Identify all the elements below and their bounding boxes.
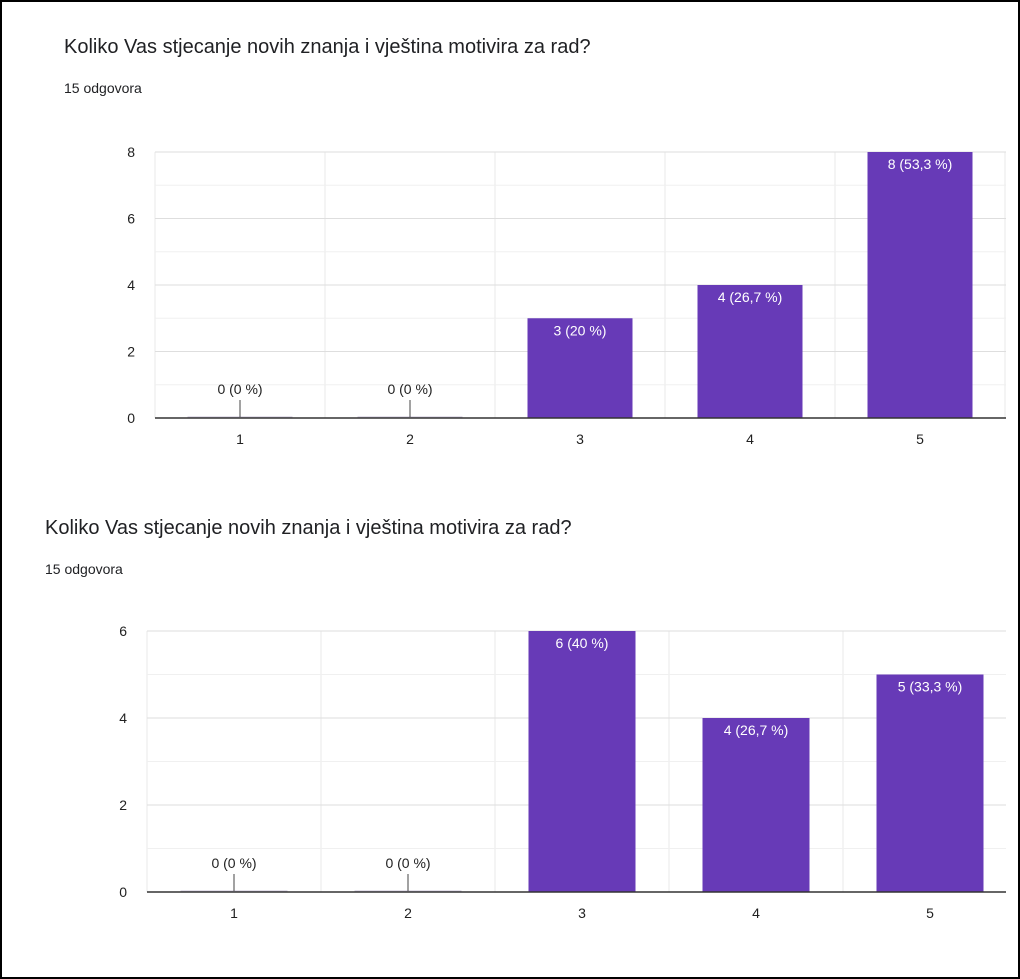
bar-4 xyxy=(702,718,810,892)
bar-5 xyxy=(876,674,984,892)
x-category-label: 2 xyxy=(404,905,412,921)
bar-3 xyxy=(527,318,633,418)
chart-panel-1: Koliko Vas stjecanje novih znanja i vješ… xyxy=(2,2,1018,472)
y-tick-label: 4 xyxy=(127,277,135,293)
data-label: 0 (0 %) xyxy=(387,381,432,397)
data-label: 5 (33,3 %) xyxy=(898,679,963,695)
y-tick-label: 0 xyxy=(119,884,127,900)
x-category-label: 2 xyxy=(406,431,414,447)
bar-3 xyxy=(528,631,636,892)
response-count: 15 odgovora xyxy=(45,561,123,577)
x-category-label: 3 xyxy=(578,905,586,921)
chart-title: Koliko Vas stjecanje novih znanja i vješ… xyxy=(64,36,591,58)
x-category-label: 4 xyxy=(746,431,754,447)
data-label: 6 (40 %) xyxy=(556,635,609,651)
bar-4 xyxy=(697,285,803,418)
y-tick-label: 4 xyxy=(119,710,127,726)
data-label: 0 (0 %) xyxy=(217,381,262,397)
y-tick-label: 6 xyxy=(127,211,135,227)
x-category-label: 4 xyxy=(752,905,760,921)
response-count: 15 odgovora xyxy=(64,80,142,96)
data-label: 0 (0 %) xyxy=(211,855,256,871)
x-category-label: 1 xyxy=(236,431,244,447)
x-category-label: 3 xyxy=(576,431,584,447)
data-label: 0 (0 %) xyxy=(385,855,430,871)
data-label: 4 (26,7 %) xyxy=(724,722,789,738)
y-tick-label: 2 xyxy=(119,797,127,813)
data-label: 4 (26,7 %) xyxy=(718,289,783,305)
y-tick-label: 2 xyxy=(127,344,135,360)
bar-chart-1: 0 2 4 6 8 0 (0 %) 1 0 (0 %) 2 3 (20 %) 3 4 (26,7 %)… xyxy=(127,144,1006,447)
y-tick-label: 0 xyxy=(127,410,135,426)
x-category-label: 5 xyxy=(916,431,924,447)
x-category-label: 5 xyxy=(926,905,934,921)
x-category-label: 1 xyxy=(230,905,238,921)
bar-5 xyxy=(867,152,973,418)
chart-title: Koliko Vas stjecanje novih znanja i vješ… xyxy=(45,517,572,539)
data-label: 3 (20 %) xyxy=(554,322,607,338)
y-tick-label: 6 xyxy=(119,623,127,639)
data-label: 8 (53,3 %) xyxy=(888,156,953,172)
y-tick-label: 8 xyxy=(127,144,135,160)
